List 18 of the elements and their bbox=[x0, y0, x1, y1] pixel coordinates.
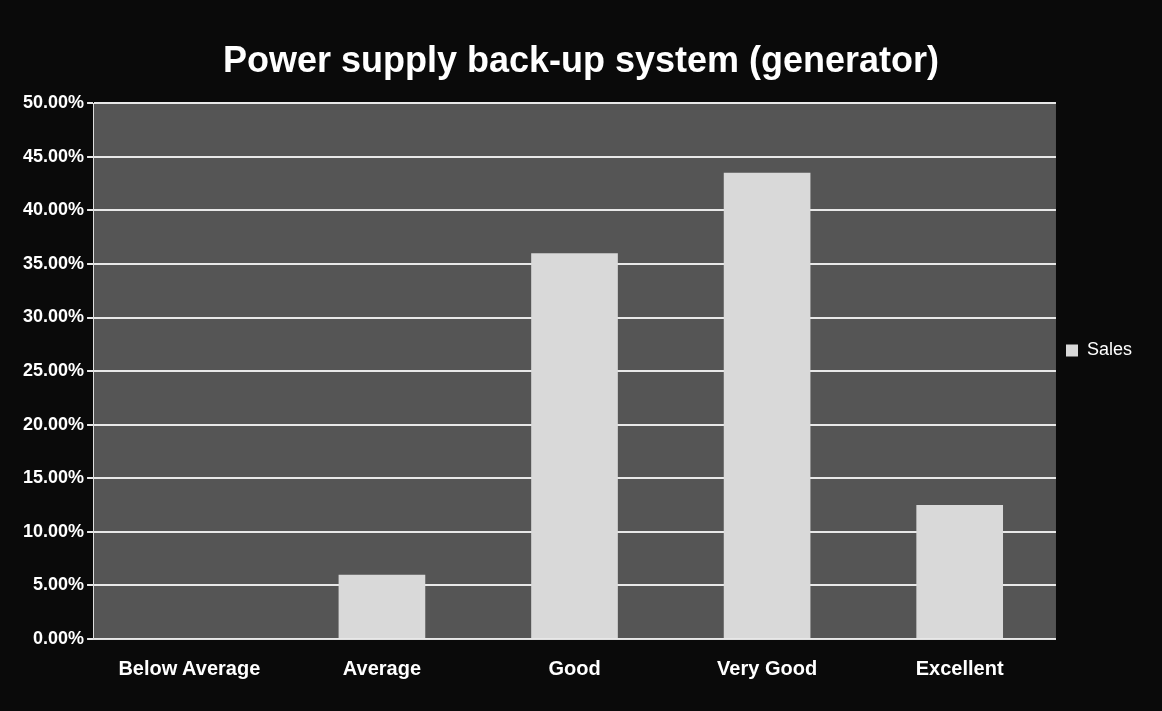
y-tick-label: 25.00% bbox=[22, 360, 85, 381]
x-tick-label: Below Average bbox=[118, 656, 261, 679]
y-tick-label: 40.00% bbox=[22, 199, 85, 220]
y-tick-label: 0.00% bbox=[33, 627, 85, 648]
chart-title: Power supply back-up system (generator) bbox=[222, 38, 940, 80]
y-tick-label: 30.00% bbox=[22, 306, 85, 327]
y-tick-label: 5.00% bbox=[33, 574, 85, 595]
x-tick-label: Very Good bbox=[717, 656, 818, 679]
y-tick-label: 50.00% bbox=[22, 92, 85, 113]
y-tick-label: 35.00% bbox=[22, 252, 85, 273]
y-tick-label: 20.00% bbox=[22, 413, 85, 434]
y-tick-label: 10.00% bbox=[22, 520, 85, 541]
y-tick-label: 45.00% bbox=[22, 145, 85, 166]
x-tick-label: Average bbox=[342, 656, 422, 679]
legend-label: Sales bbox=[1086, 339, 1132, 360]
x-tick-label: Excellent bbox=[915, 656, 1004, 679]
y-tick-label: 15.00% bbox=[22, 467, 85, 488]
x-tick-label: Good bbox=[548, 656, 601, 679]
